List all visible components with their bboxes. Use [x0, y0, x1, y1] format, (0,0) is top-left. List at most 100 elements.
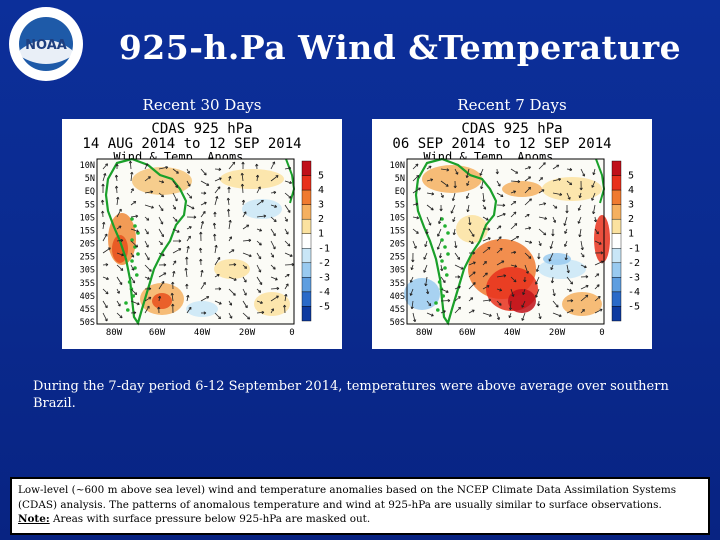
wind-vector	[577, 204, 582, 211]
wind-vector	[242, 224, 250, 230]
masked-terrain-dot	[440, 238, 444, 242]
wind-vector	[172, 192, 178, 202]
wind-vector	[172, 239, 182, 243]
wind-vector	[451, 192, 456, 202]
wind-vector	[552, 312, 562, 318]
wind-vector	[580, 294, 589, 302]
masked-terrain-dot	[130, 238, 134, 242]
wind-vector	[508, 300, 513, 311]
wind-vector	[510, 264, 518, 268]
wind-vector	[468, 240, 474, 244]
colorbar-segment	[301, 218, 312, 234]
wind-vector	[566, 192, 571, 200]
wind-vector	[144, 296, 152, 302]
wind-vector	[228, 263, 237, 267]
wind-vector	[116, 252, 124, 257]
lon-tick-label: 40W	[194, 328, 211, 338]
colorbar-segment	[301, 248, 312, 264]
wind-vector	[114, 185, 119, 194]
page-title: 925-h.Pa Wind &Temperature	[118, 28, 682, 67]
masked-terrain-dot	[440, 217, 444, 221]
wind-vector	[172, 204, 176, 210]
wind-vector	[577, 216, 582, 224]
lat-tick-label: 50S	[390, 318, 405, 328]
wind-vector	[144, 264, 152, 272]
lat-tick-label: 30S	[80, 266, 95, 276]
wind-vector	[592, 168, 596, 176]
wind-vector	[510, 250, 517, 255]
colorbar-segment	[301, 277, 312, 293]
wind-vector	[256, 276, 263, 285]
wind-vector	[270, 276, 278, 281]
wind-vector	[214, 177, 222, 182]
lat-tick-label: 20S	[390, 240, 405, 250]
masked-terrain-dot	[124, 301, 128, 305]
wind-vector	[578, 192, 582, 199]
lat-tick-label: 10N	[390, 161, 405, 171]
lon-tick-label: 40W	[504, 328, 521, 338]
wind-vector	[214, 287, 222, 291]
anomaly-shading	[242, 199, 282, 219]
wind-vector	[130, 311, 137, 315]
wind-vector	[284, 240, 291, 247]
logo-text: NOAA	[25, 38, 67, 53]
wind-vector	[242, 211, 247, 218]
wind-vector	[482, 246, 491, 254]
masked-terrain-dot	[440, 259, 444, 263]
wind-vector	[270, 228, 276, 237]
wind-vector	[578, 228, 582, 238]
wind-vector	[482, 216, 489, 221]
wind-vector	[426, 312, 434, 317]
wind-vector	[440, 192, 444, 198]
wind-vector	[130, 200, 137, 206]
wind-vector	[270, 295, 279, 302]
wind-vector	[172, 260, 177, 266]
wind-vector	[535, 276, 540, 285]
wind-vector	[521, 300, 526, 308]
wind-vector	[158, 228, 164, 238]
masked-terrain-dot	[436, 308, 440, 312]
wind-vector	[482, 272, 488, 278]
wind-vector	[592, 204, 596, 215]
wind-vector	[409, 288, 414, 296]
wind-vector	[537, 252, 541, 260]
wind-vector	[552, 177, 562, 182]
wind-vector	[130, 276, 136, 284]
wind-vector	[479, 168, 484, 176]
wind-vector	[284, 180, 292, 185]
wind-vector	[440, 310, 446, 314]
wind-vector	[591, 180, 596, 188]
wind-vector	[440, 168, 450, 172]
lat-tick-label: 20S	[80, 240, 95, 250]
wind-vector	[242, 252, 252, 258]
wind-vector	[564, 228, 568, 234]
map-header-line-1: CDAS 925 hPa	[151, 121, 252, 137]
lat-tick-label: 5S	[395, 200, 405, 210]
wind-vector	[454, 168, 459, 175]
wind-vector	[412, 202, 419, 206]
wind-vector	[102, 312, 108, 322]
wind-vector	[114, 174, 119, 182]
masked-terrain-dot	[133, 245, 137, 249]
wind-vector	[213, 211, 217, 218]
masked-terrain-dot	[434, 301, 438, 305]
lat-tick-label: 45S	[80, 305, 95, 315]
colorbar-label: 4	[318, 185, 324, 196]
wind-vector	[144, 190, 154, 194]
masked-terrain-dot	[136, 252, 140, 256]
wind-vector	[524, 198, 532, 206]
wind-vector	[468, 216, 472, 226]
wind-vector	[454, 285, 461, 290]
africa-coastline	[595, 158, 606, 204]
anomaly-shading	[543, 253, 571, 265]
wind-vector	[116, 225, 122, 230]
wind-vector	[199, 258, 203, 266]
wind-vector	[241, 199, 246, 206]
wind-vector	[200, 311, 207, 315]
wind-vector	[186, 180, 191, 187]
wind-vector	[270, 252, 275, 258]
anomaly-shading	[404, 278, 440, 310]
wind-vector	[270, 240, 276, 250]
wind-vector	[144, 252, 150, 261]
wind-vector	[450, 204, 456, 214]
